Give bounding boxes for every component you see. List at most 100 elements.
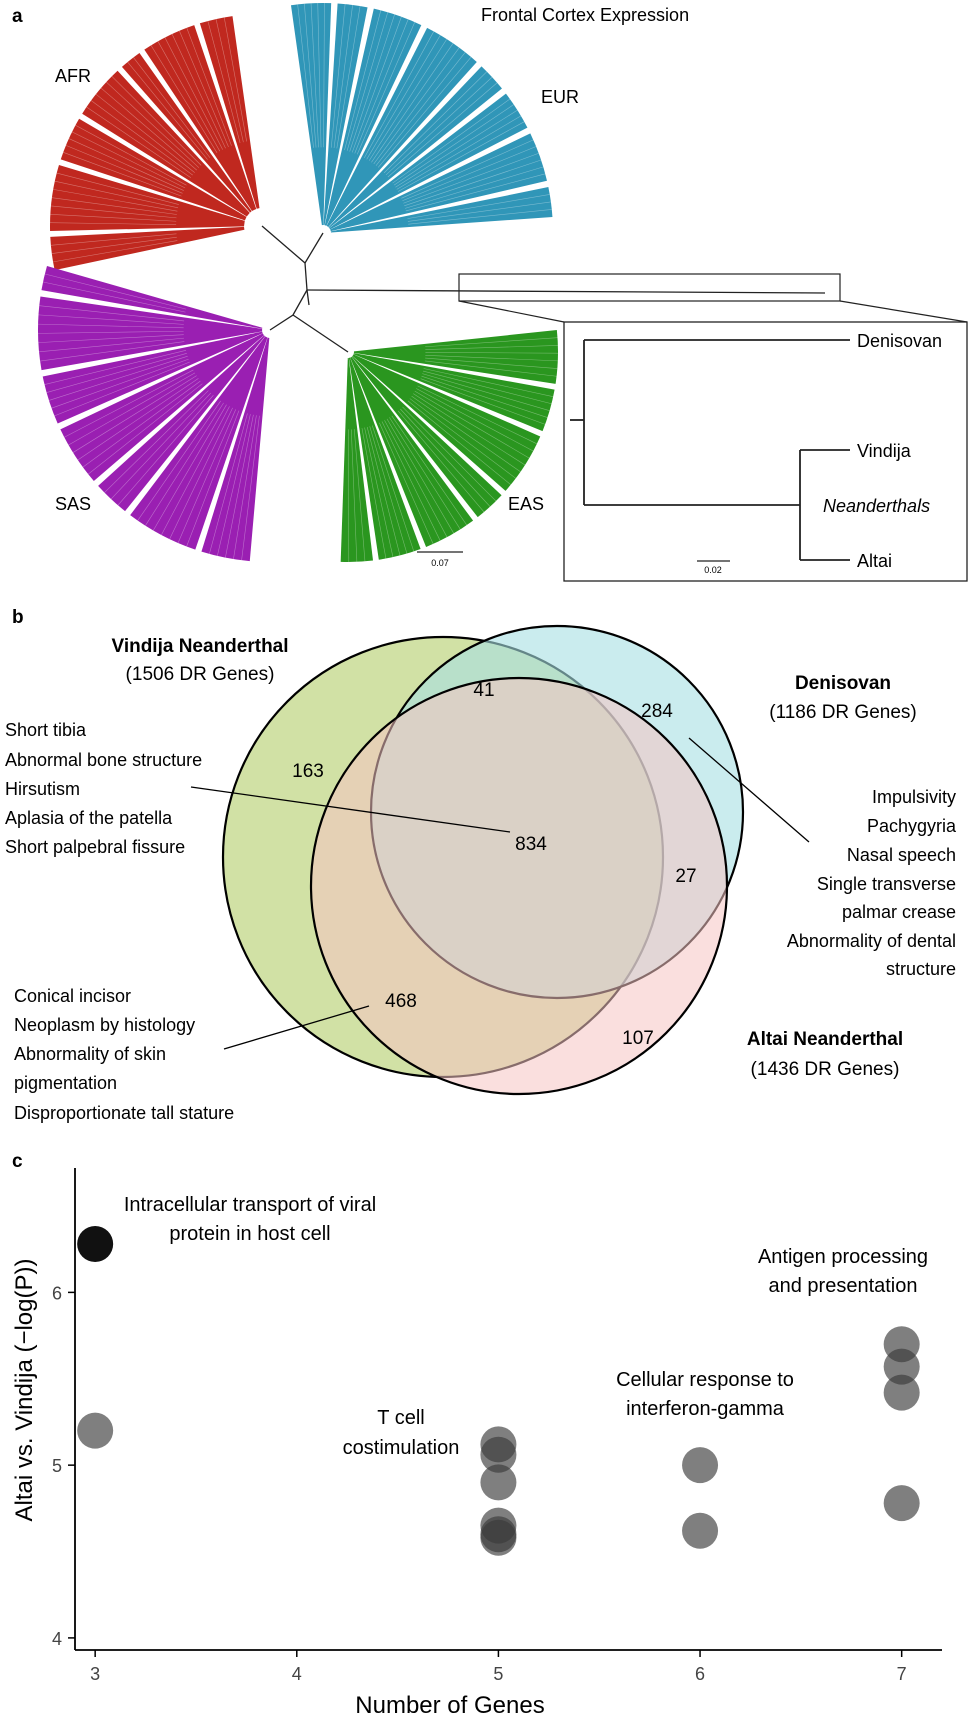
fan-afr-wedge xyxy=(199,16,260,209)
x-tick-label-4: 4 xyxy=(292,1664,302,1684)
annot-468-2: Neoplasm by histology xyxy=(14,1015,195,1035)
annot-468-1: Conical incisor xyxy=(14,986,131,1006)
zoom-connector-right xyxy=(839,300,968,323)
y-axis-title: Altai vs. Vindija (−log(P)) xyxy=(11,1259,38,1522)
fan-afr-wedge xyxy=(82,70,250,217)
inset-clade-label: Neanderthals xyxy=(823,496,930,516)
panel-label-c: c xyxy=(12,1151,23,1172)
fan-eur-wedge xyxy=(329,93,528,230)
annot-t-cell-1: T cell xyxy=(377,1407,424,1429)
annot-284-1: Impulsivity xyxy=(872,787,956,807)
scatter-chart: 3 4 5 6 7 4 5 6 Number of Genes Altai vs. Vindi… xyxy=(11,1168,942,1719)
data-point-11 xyxy=(883,1348,920,1385)
y-tick-label-4: 4 xyxy=(52,1629,62,1649)
fan-eur-wedge xyxy=(328,66,502,228)
count-denisovan-altai: 27 xyxy=(675,866,696,887)
fan-sas-wedge xyxy=(42,331,263,424)
venn-diagram xyxy=(221,624,745,1096)
y-tick-label-6: 6 xyxy=(52,1283,62,1303)
fan-sas-wedge xyxy=(41,266,263,329)
annot-284-6: Abnormality of dental xyxy=(787,931,956,951)
annot-viral-transport-1: Intracellular transport of viral xyxy=(124,1194,376,1216)
panel-label-b: b xyxy=(12,607,24,628)
annot-viral-transport-2: protein in host cell xyxy=(169,1223,330,1245)
fan-eur-wedge xyxy=(330,133,547,232)
annot-834-1: Short tibia xyxy=(5,720,87,740)
leader-834 xyxy=(190,786,511,833)
annot-284-4: Single transverse xyxy=(817,874,956,894)
group-label-sas: SAS xyxy=(55,494,91,514)
inset-scale-label: 0.02 xyxy=(704,565,722,575)
scale-bar-label: 0.07 xyxy=(431,558,449,568)
leader-468 xyxy=(223,1005,370,1050)
fan-afr-wedge xyxy=(121,53,252,213)
inset-tree: Denisovan Vindija Neanderthals Altai 0.0… xyxy=(563,321,968,582)
group-label-eas: EAS xyxy=(508,494,544,514)
data-point-0 xyxy=(77,1226,114,1263)
inset-tip-vindija: Vindija xyxy=(857,441,912,461)
annot-468-4: pigmentation xyxy=(14,1073,117,1093)
set-sub-vindija: (1506 DR Genes) xyxy=(126,664,275,685)
data-point-3 xyxy=(480,1436,517,1473)
tree-backbone xyxy=(261,225,826,353)
annot-468-5: Disproportionate tall stature xyxy=(14,1103,234,1123)
annot-834-2: Abnormal bone structure xyxy=(5,750,202,770)
fan-sas-wedge xyxy=(37,296,263,371)
fan-eur-wedge xyxy=(323,3,368,226)
zoom-connector-left xyxy=(458,300,565,323)
x-tick-label-5: 5 xyxy=(493,1664,503,1684)
fan-sas-wedge xyxy=(98,335,266,512)
annot-antigen-1: Antigen processing xyxy=(758,1246,928,1268)
x-axis-title: Number of Genes xyxy=(355,1692,544,1719)
fan-afr xyxy=(50,16,260,271)
set-sub-denisovan: (1186 DR Genes) xyxy=(769,702,917,723)
fan-afr-wedge xyxy=(50,226,245,271)
set-sub-altai: (1436 DR Genes) xyxy=(751,1059,900,1080)
panel-label-a: a xyxy=(12,6,23,27)
count-all-three: 834 xyxy=(515,834,547,855)
data-point-1 xyxy=(77,1412,114,1449)
fan-eas-wedge xyxy=(353,353,555,432)
fan-eur-wedge xyxy=(330,187,553,233)
fan-sas xyxy=(37,266,270,562)
count-denisovan-only: 284 xyxy=(641,701,673,722)
annot-ifn-gamma-1: Cellular response to xyxy=(616,1369,794,1391)
annot-834-5: Short palpebral fissure xyxy=(5,837,185,857)
fan-eas-wedge xyxy=(350,356,474,547)
data-point-9 xyxy=(682,1512,719,1549)
annot-834-3: Hirsutism xyxy=(5,779,80,799)
fan-sas-wedge xyxy=(201,337,270,562)
inset-tip-denisovan: Denisovan xyxy=(857,331,942,351)
annot-ifn-gamma-2: interferon-gamma xyxy=(626,1398,785,1420)
fan-eas-wedge xyxy=(340,357,374,562)
data-point-4 xyxy=(480,1464,517,1501)
fan-eur-wedge xyxy=(290,3,332,226)
x-tick-label-3: 3 xyxy=(90,1664,100,1684)
fan-eas-wedge xyxy=(352,354,541,491)
fan-afr-wedge xyxy=(144,25,257,212)
annot-834-4: Aplasia of the patella xyxy=(5,808,173,828)
set-title-altai: Altai Neanderthal xyxy=(747,1029,903,1050)
count-vindija-denisovan: 41 xyxy=(473,680,494,701)
leader-284 xyxy=(688,737,810,843)
count-altai-only: 107 xyxy=(622,1028,654,1049)
inset-tip-altai: Altai xyxy=(857,551,892,571)
data-point-12 xyxy=(883,1374,920,1411)
fan-afr-wedge xyxy=(50,164,245,232)
set-title-vindija: Vindija Neanderthal xyxy=(111,636,288,657)
annot-antigen-2: and presentation xyxy=(768,1275,917,1297)
x-tick-label-6: 6 xyxy=(695,1664,705,1684)
fan-eur-wedge xyxy=(326,27,477,228)
fan-eur-wedge xyxy=(324,8,422,226)
group-label-eur: EUR xyxy=(541,87,579,107)
fan-afr-wedge xyxy=(60,118,247,221)
fan-eas-wedge xyxy=(351,356,502,518)
data-point-8 xyxy=(682,1447,719,1484)
data-point-13 xyxy=(883,1485,920,1522)
fan-eas-wedge xyxy=(353,330,558,384)
fan-sas-wedge xyxy=(130,336,268,550)
count-vindija-only: 163 xyxy=(292,761,324,782)
fan-eas xyxy=(340,330,558,562)
x-tick-label-7: 7 xyxy=(897,1664,907,1684)
